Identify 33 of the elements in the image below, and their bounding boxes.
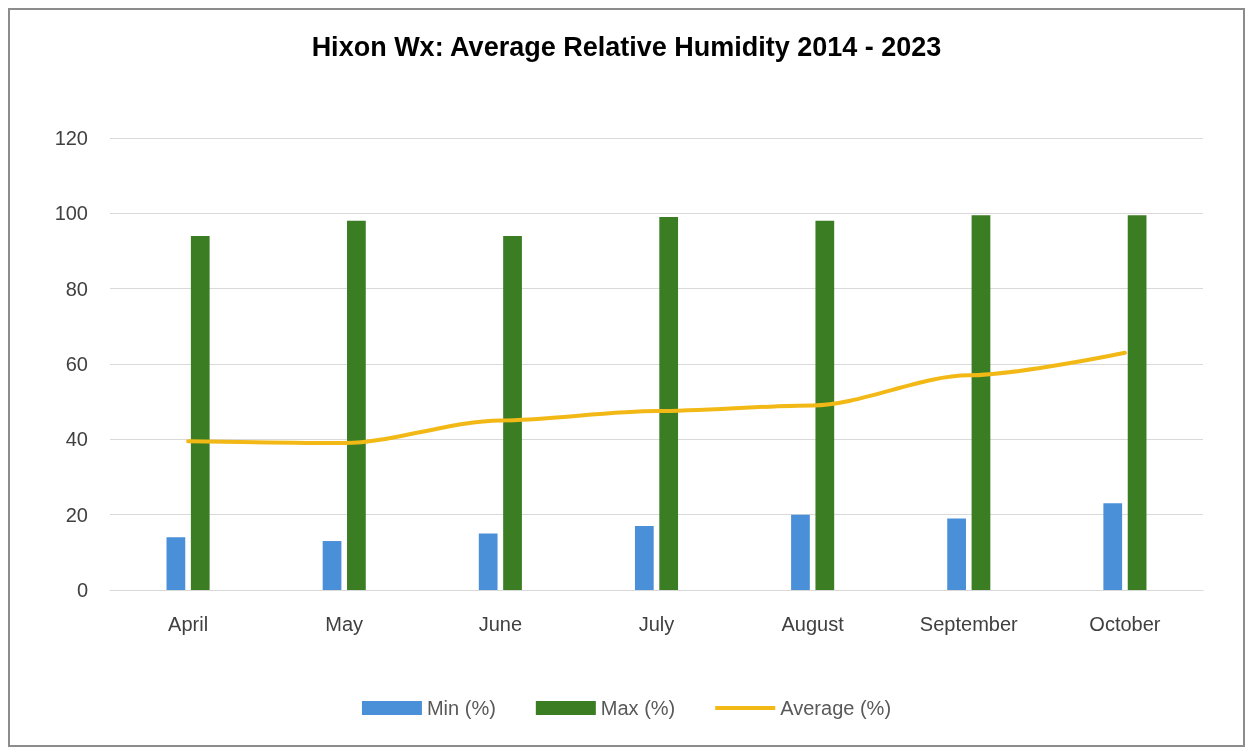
y-tick-label: 0 [76, 579, 88, 601]
bar [815, 220, 835, 590]
legend-label: Min (%) [426, 697, 496, 719]
bar [634, 525, 654, 590]
bar [791, 514, 810, 590]
y-tick-label: 60 [65, 353, 88, 375]
bar [1103, 503, 1123, 590]
y-tick-label: 20 [65, 503, 88, 526]
line-series [186, 350, 1127, 446]
y-tick-label: 80 [65, 277, 88, 300]
legend-label: Max (%) [600, 697, 676, 719]
y-tick-label: 40 [65, 428, 88, 451]
x-tick-label: August [781, 613, 845, 635]
bar [1127, 215, 1147, 590]
bar [190, 235, 210, 590]
bar [478, 533, 498, 590]
x-tick-label: July [638, 613, 675, 635]
x-tick-label: April [168, 613, 209, 635]
x-tick-label: September [919, 613, 1019, 635]
bar [503, 235, 522, 590]
bar [659, 217, 679, 590]
y-tick-label: 100 [54, 202, 88, 225]
x-tick-label: June [478, 613, 523, 635]
x-tick-label: October [1089, 613, 1161, 635]
y-tick-label: 120 [54, 127, 88, 149]
chart-title: Hixon Wx: Average Relative Humidity 2014 - 2023 [311, 31, 942, 62]
bar [166, 537, 186, 590]
bar [347, 220, 366, 590]
bar [947, 518, 966, 590]
bar [322, 541, 342, 590]
legend-label: Average (%) [780, 697, 892, 719]
bar [971, 215, 991, 590]
x-tick-label: May [325, 613, 364, 635]
